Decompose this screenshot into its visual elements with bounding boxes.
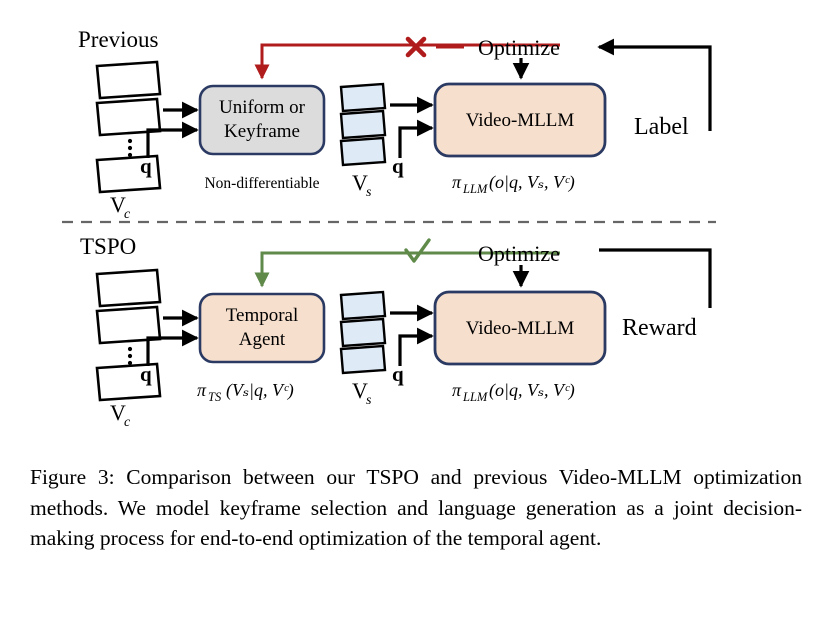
arrow-query-to-mllm — [398, 327, 434, 366]
frame-candidate — [95, 362, 162, 402]
ellipsis-dot — [127, 152, 133, 158]
agent-formula-pi: π — [197, 380, 207, 400]
frame-selected — [339, 290, 387, 321]
frame-candidate — [95, 268, 162, 308]
check-icon — [404, 238, 431, 263]
selected-stack-sublabel: s — [366, 185, 372, 200]
mllm-formula-tspo: π LLM (o|q, Vₛ, Vᶜ) — [452, 380, 575, 404]
agent-box-label-line1: Temporal — [226, 305, 299, 326]
query-label-tspo: q — [140, 362, 152, 386]
candidate-stack-label: V — [110, 192, 126, 217]
candidate-stack-sublabel: c — [124, 415, 131, 430]
optimize-label-previous: Optimize — [478, 35, 560, 60]
candidate-stack-sublabel: c — [124, 207, 131, 222]
query-label-previous: q — [140, 154, 152, 178]
selector-box-previous — [198, 84, 326, 156]
ellipsis-dot — [127, 145, 133, 151]
agent-formula-args: (Vₛ|q, Vᶜ) — [226, 380, 294, 401]
query-label-mllm-previous: q — [392, 154, 404, 178]
ellipsis-dot — [127, 360, 133, 366]
figure-caption: Figure 3: Comparison between our TSPO an… — [30, 465, 802, 550]
optimize-label-tspo: Optimize — [478, 241, 560, 266]
selector-box-label-line2: Keyframe — [224, 121, 300, 142]
selector-box-label-line1: Uniform or — [219, 97, 306, 118]
frame-selected — [339, 136, 387, 167]
mllm-formula-pi: π — [452, 172, 462, 192]
signal-path-label — [597, 38, 712, 131]
frame-selected — [339, 109, 387, 140]
agent-formula-subscript: TS — [208, 390, 222, 404]
frame-candidate — [95, 60, 162, 100]
row-label-previous: Previous — [78, 27, 159, 52]
selector-caption-previous: Non-differentiable — [204, 175, 319, 192]
selector-box-tspo — [198, 292, 326, 364]
arrow-query-to-mllm — [398, 119, 434, 158]
mllm-formula-subscript: LLM — [462, 182, 488, 196]
signal-label-previous: Label — [634, 114, 689, 140]
row-tspo: TSPO V c q Temporal Agent π — [80, 234, 712, 430]
ellipsis-dot — [127, 346, 133, 352]
frame-selected — [339, 317, 387, 348]
arrow-query-to-agent — [146, 329, 199, 366]
query-label-mllm-tspo: q — [392, 362, 404, 386]
mllm-box-tspo — [433, 290, 607, 366]
mllm-box-previous — [433, 82, 607, 158]
frame-candidate — [95, 154, 162, 194]
arrow-query-to-selector — [146, 121, 199, 158]
selected-frame-stack-previous — [339, 82, 387, 167]
frame-selected — [339, 82, 387, 113]
feedback-path-previous — [254, 43, 560, 80]
ellipsis-dot — [127, 138, 133, 144]
agent-formula-tspo: π TS (Vₛ|q, Vᶜ) — [197, 380, 294, 404]
selected-stack-sublabel: s — [366, 393, 372, 408]
mllm-formula-args: (o|q, Vₛ, Vᶜ) — [489, 380, 575, 401]
cross-icon — [405, 36, 427, 58]
diagram-canvas: Previous V c q Uniform or Keyframe Non-d… — [62, 27, 716, 430]
signal-path-reward — [599, 248, 712, 308]
candidate-frame-stack-previous — [95, 60, 162, 194]
signal-label-tspo: Reward — [622, 315, 697, 341]
mllm-formula-args: (o|q, Vₛ, Vᶜ) — [489, 172, 575, 193]
ellipsis-dot — [127, 353, 133, 359]
mllm-box-label: Video-MLLM — [466, 318, 575, 339]
frame-selected — [339, 344, 387, 375]
row-label-tspo: TSPO — [80, 234, 136, 259]
candidate-frame-stack-tspo — [95, 268, 162, 402]
mllm-formula-pi: π — [452, 380, 462, 400]
candidate-stack-label: V — [110, 400, 126, 425]
selected-frame-stack-tspo — [339, 290, 387, 375]
selected-stack-label: V — [352, 170, 368, 195]
agent-box-label-line2: Agent — [239, 329, 286, 350]
mllm-box-label: Video-MLLM — [466, 110, 575, 131]
row-previous: Previous V c q Uniform or Keyframe Non-d… — [78, 27, 712, 222]
selected-stack-label: V — [352, 378, 368, 403]
mllm-formula-subscript: LLM — [462, 390, 488, 404]
mllm-formula-previous: π LLM (o|q, Vₛ, Vᶜ) — [452, 172, 575, 196]
